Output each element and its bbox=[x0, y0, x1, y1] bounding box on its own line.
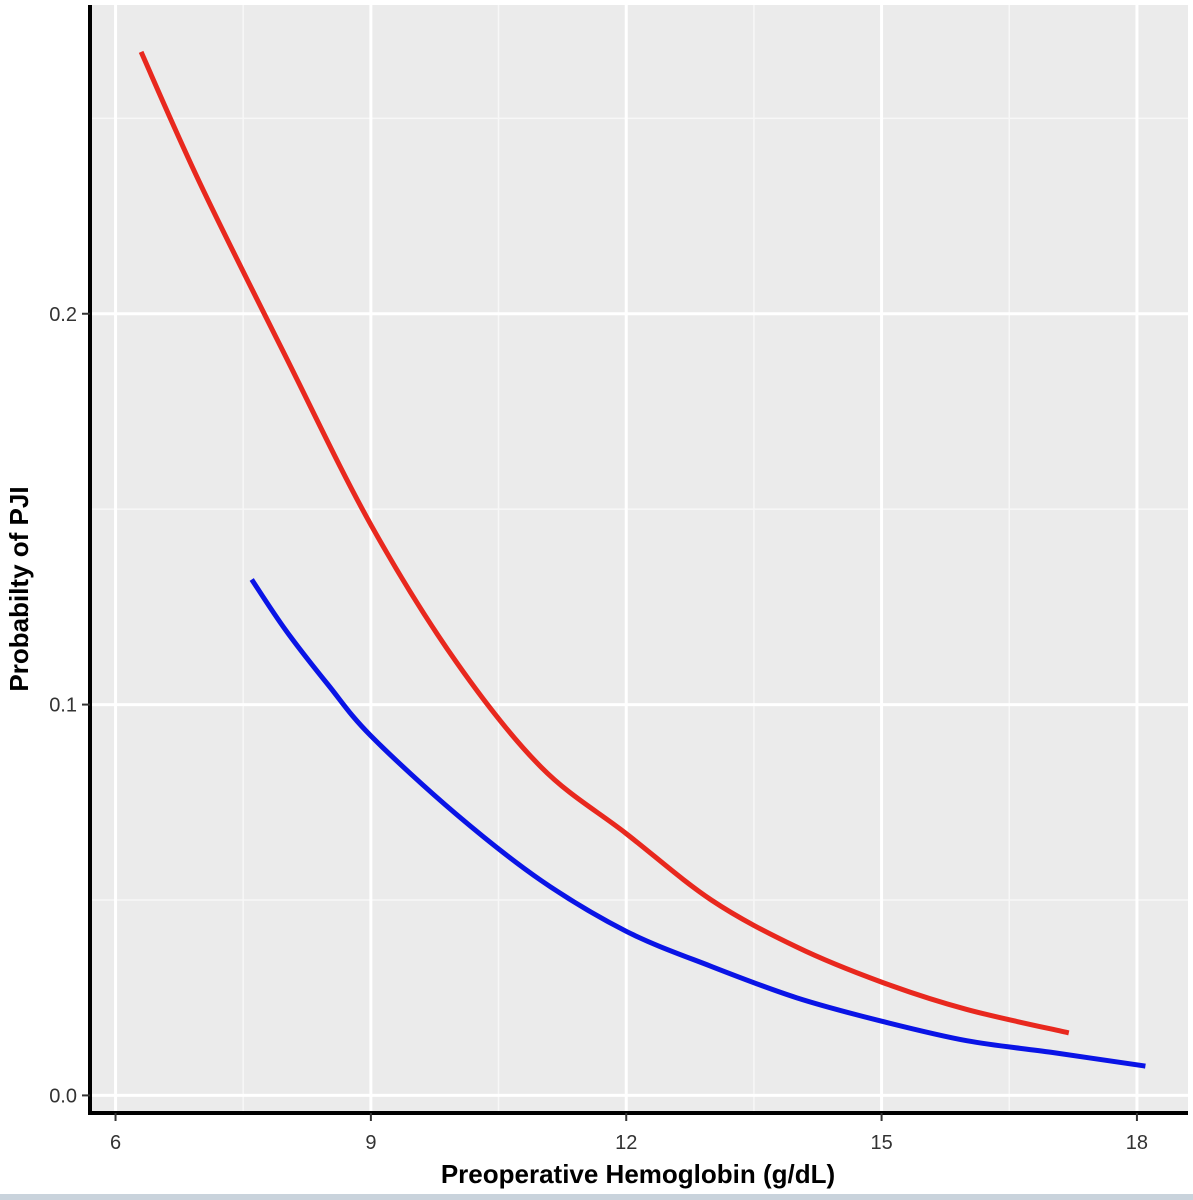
x-axis-title: Preoperative Hemoglobin (g/dL) bbox=[441, 1159, 835, 1189]
x-tick-label: 6 bbox=[110, 1132, 121, 1154]
x-tick-label: 15 bbox=[870, 1132, 892, 1154]
x-tick-label: 12 bbox=[615, 1132, 637, 1154]
series-line-1 bbox=[138, 50, 1070, 1036]
y-axis-title: Probabilty of PJI bbox=[4, 486, 34, 691]
plot-panel bbox=[90, 5, 1188, 1113]
y-tick-label: 0.2 bbox=[49, 304, 77, 326]
window-bottom-edge bbox=[0, 1194, 1193, 1200]
series-line-2 bbox=[249, 578, 1146, 1069]
x-tick-label: 18 bbox=[1126, 1132, 1148, 1154]
data-series bbox=[138, 50, 1146, 1069]
y-tick-label: 0.0 bbox=[49, 1085, 77, 1107]
y-tick-label: 0.1 bbox=[49, 695, 77, 717]
axis-ticks: 6 9 12 15 18 0.0 0.1 0.2 bbox=[49, 304, 1148, 1154]
x-tick-label: 9 bbox=[365, 1132, 376, 1154]
gridlines bbox=[90, 5, 1188, 1113]
